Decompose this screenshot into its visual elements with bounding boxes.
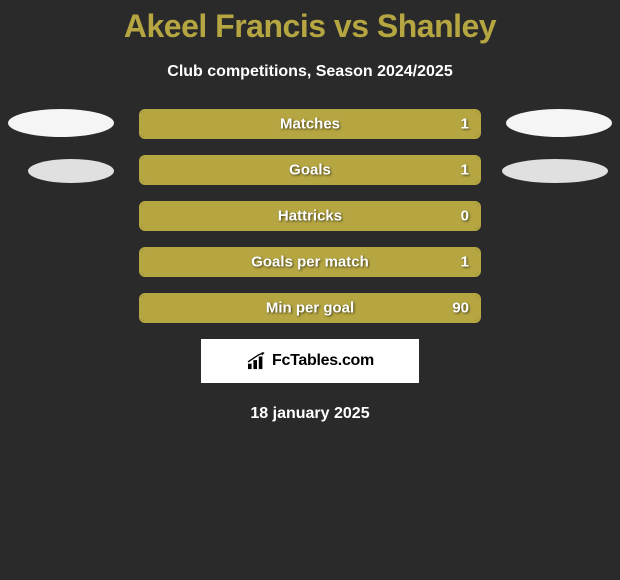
- player-avatar-left-bottom: [28, 159, 114, 183]
- page-title: Akeel Francis vs Shanley: [0, 8, 620, 45]
- stat-row: Matches 1: [139, 109, 481, 139]
- stat-row: Hattricks 0: [139, 201, 481, 231]
- logo-box: FcTables.com: [201, 339, 419, 383]
- stat-label: Matches: [280, 116, 340, 133]
- stat-value: 1: [461, 116, 469, 133]
- date-label: 18 january 2025: [0, 405, 620, 423]
- stat-label: Min per goal: [266, 300, 354, 317]
- stat-label: Goals: [289, 162, 331, 179]
- player-avatar-right-top: [506, 109, 612, 137]
- stat-label: Hattricks: [278, 208, 342, 225]
- chart-icon: [246, 352, 268, 370]
- stat-label: Goals per match: [251, 254, 369, 271]
- stat-value: 1: [461, 162, 469, 179]
- player-avatar-right-bottom: [502, 159, 608, 183]
- stat-value: 90: [452, 300, 469, 317]
- logo-text: FcTables.com: [272, 352, 374, 370]
- stat-row: Goals 1: [139, 155, 481, 185]
- player-avatar-left-top: [8, 109, 114, 137]
- stat-row: Min per goal 90: [139, 293, 481, 323]
- stat-rows: Matches 1 Goals 1 Hattricks 0 Goals per …: [139, 109, 481, 323]
- subtitle: Club competitions, Season 2024/2025: [0, 63, 620, 81]
- stats-area: Matches 1 Goals 1 Hattricks 0 Goals per …: [0, 109, 620, 323]
- stat-value: 0: [461, 208, 469, 225]
- logo-content: FcTables.com: [246, 352, 374, 370]
- stat-row: Goals per match 1: [139, 247, 481, 277]
- main-container: Akeel Francis vs Shanley Club competitio…: [0, 0, 620, 423]
- stat-value: 1: [461, 254, 469, 271]
